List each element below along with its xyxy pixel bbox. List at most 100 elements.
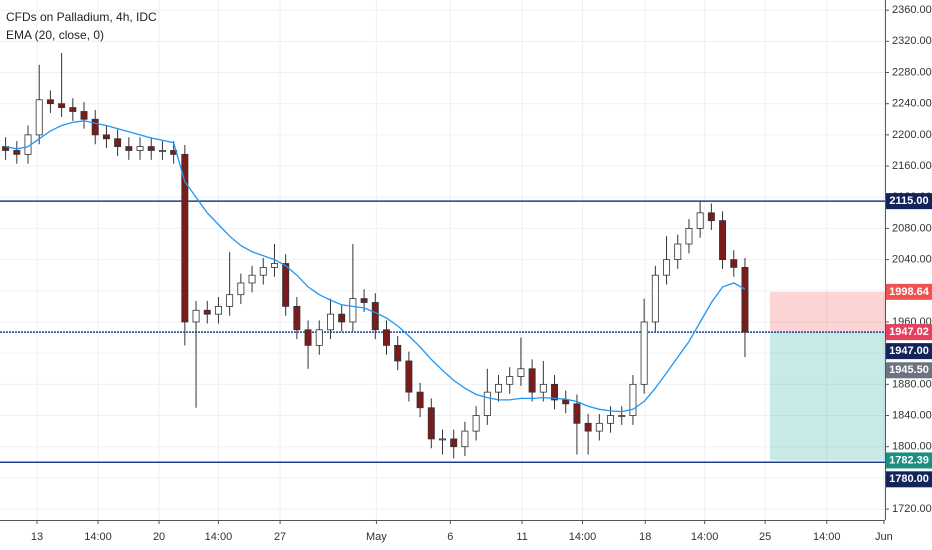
- candle-body: [528, 368, 536, 393]
- candle-body: [226, 294, 234, 307]
- x-tick-label: 6: [447, 531, 453, 543]
- candle-body: [259, 267, 267, 276]
- price-label-bg: [886, 324, 932, 341]
- grid: [0, 0, 885, 520]
- target-zone: [770, 332, 885, 461]
- axes: 1720.001760.001800.001840.001880.001920.…: [31, 4, 932, 543]
- price-label: 1780.00: [889, 473, 929, 485]
- candle-body: [439, 438, 446, 441]
- x-tick-label: 14:00: [813, 531, 841, 543]
- candle-body: [326, 313, 334, 331]
- y-tick-label: 1800.00: [892, 441, 932, 453]
- price-label-bg: [886, 343, 932, 360]
- candle-body: [248, 274, 256, 284]
- x-tick-label: 25: [759, 531, 771, 543]
- x-tick-label: 14:00: [84, 531, 112, 543]
- candle-body: [13, 150, 21, 155]
- candle-body: [618, 415, 626, 417]
- y-tick-label: 1720.00: [892, 503, 932, 515]
- x-tick-label: 14:00: [569, 531, 597, 543]
- plot: [0, 53, 885, 464]
- candle-body: [595, 422, 603, 432]
- candle-body: [214, 305, 222, 315]
- candle-body: [562, 399, 570, 405]
- candle-body: [517, 368, 525, 377]
- candle-body: [69, 107, 77, 112]
- x-tick-label: 18: [639, 531, 651, 543]
- y-tick-label: 2200.00: [892, 129, 932, 141]
- stop-zone: [770, 291, 885, 333]
- candle-body: [203, 309, 211, 315]
- candle-body: [696, 212, 704, 229]
- candle-body: [450, 438, 458, 448]
- chart-title: CFDs on Palladium, 4h, IDC: [6, 10, 157, 24]
- candle-body: [573, 403, 581, 424]
- candle-body: [663, 259, 671, 276]
- candle-body: [383, 329, 390, 346]
- candle-body: [46, 99, 54, 105]
- candle-body: [495, 383, 502, 393]
- candle-body: [147, 146, 155, 151]
- x-tick-label: 11: [516, 531, 527, 543]
- candle-body: [707, 212, 715, 222]
- price-label: 2115.00: [889, 195, 928, 207]
- candle-body: [237, 282, 245, 296]
- candle-body: [539, 383, 547, 393]
- x-tick-label: 14:00: [691, 531, 719, 543]
- candle-body: [338, 313, 346, 323]
- x-tick-label: Jun: [875, 531, 893, 543]
- price-label-bg: [886, 283, 932, 300]
- price-label-bg: [886, 362, 932, 379]
- candle-body: [158, 150, 166, 152]
- x-tick-label: 27: [274, 531, 286, 543]
- candle-body: [102, 134, 110, 140]
- candle-body: [304, 329, 312, 346]
- y-tick-label: 2240.00: [892, 98, 932, 110]
- y-tick-label: 1840.00: [892, 409, 932, 421]
- candle-body: [674, 243, 682, 261]
- x-tick-label: 20: [153, 531, 165, 543]
- candle-body: [427, 407, 435, 440]
- candle-body: [685, 228, 693, 245]
- candle-body: [58, 103, 66, 108]
- price-label: 1947.00: [889, 345, 929, 357]
- candle-body: [80, 111, 88, 120]
- candle-body: [394, 344, 402, 362]
- candle-body: [192, 309, 200, 323]
- candle-body: [293, 305, 301, 331]
- indicator-legend: EMA (20, close, 0): [6, 28, 104, 42]
- price-label: 1947.02: [889, 326, 929, 338]
- price-label: 1998.64: [889, 286, 930, 298]
- candle-body: [91, 118, 99, 136]
- candle-body: [506, 376, 514, 385]
- candle-body: [730, 259, 738, 268]
- candle-body: [2, 146, 10, 151]
- price-label-bg: [886, 471, 932, 488]
- candle-body: [181, 153, 189, 323]
- candle-body: [114, 138, 122, 147]
- candle-body: [483, 391, 491, 416]
- price-label: 1945.50: [889, 364, 929, 376]
- candle-body: [551, 383, 559, 401]
- y-tick-label: 1880.00: [892, 378, 932, 390]
- candle-body: [270, 263, 278, 268]
- candle-body: [405, 360, 413, 393]
- candle-body: [629, 383, 637, 416]
- y-tick-label: 2080.00: [892, 222, 932, 234]
- candle-body: [472, 415, 480, 432]
- y-tick-label: 2280.00: [892, 66, 932, 78]
- candle-body: [651, 274, 659, 323]
- candle-body: [607, 415, 615, 424]
- candle-body: [136, 146, 144, 151]
- ema-line: [5, 120, 746, 413]
- y-tick-label: 2320.00: [892, 35, 932, 47]
- candle-body: [282, 263, 290, 307]
- candle-body: [741, 267, 749, 333]
- price-label: 1782.39: [889, 454, 929, 466]
- candle-body: [640, 321, 648, 385]
- candle-body: [35, 99, 43, 136]
- candle-body: [416, 391, 424, 409]
- price-label-bg: [886, 452, 932, 469]
